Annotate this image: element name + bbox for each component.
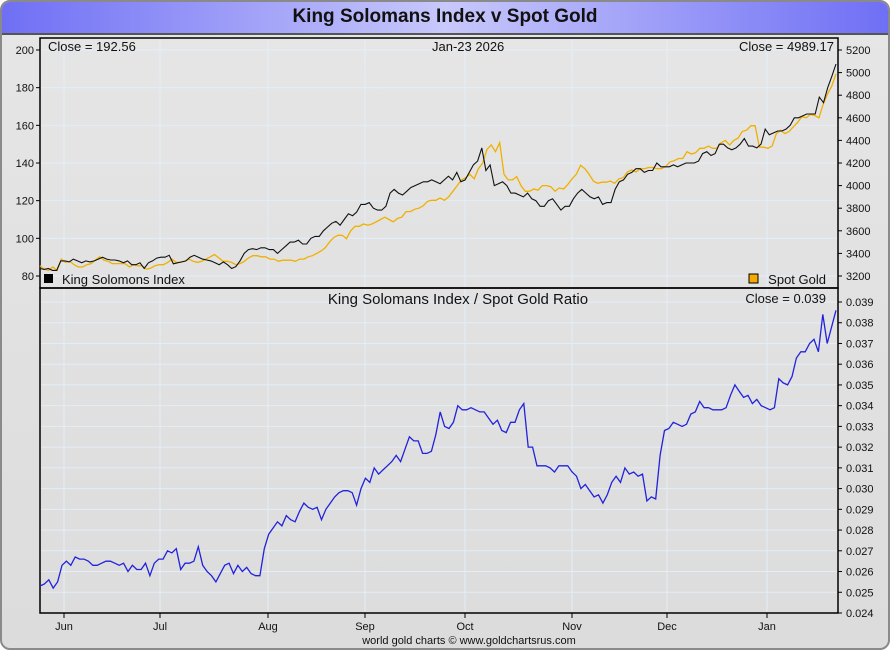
ratio-y-tick-label: 0.024 bbox=[846, 608, 874, 620]
left-y-tick-label: 200 bbox=[16, 45, 34, 57]
index-legend-label: King Solomons Index bbox=[62, 272, 185, 287]
ratio-y-tick-label: 0.036 bbox=[846, 359, 874, 371]
gold-legend-swatch bbox=[748, 273, 759, 284]
ratio-y-tick-label: 0.033 bbox=[846, 421, 874, 433]
ratio-line bbox=[39, 310, 837, 590]
right-y-tick-label: 3600 bbox=[846, 226, 870, 238]
x-tick-label: Sep bbox=[355, 621, 375, 633]
right-y-tick-label: 4600 bbox=[846, 113, 870, 125]
ratio-y-tick-label: 0.035 bbox=[846, 380, 874, 392]
gridlines bbox=[41, 39, 838, 614]
right-y-tick-label: 3400 bbox=[846, 248, 870, 260]
gold-legend-label: Spot Gold bbox=[768, 272, 826, 287]
left-y-tick-label: 180 bbox=[16, 83, 34, 95]
right-y-tick-label: 5000 bbox=[846, 68, 870, 80]
ratio-y-tick-label: 0.028 bbox=[846, 525, 874, 537]
x-tick-label: Jan bbox=[758, 621, 776, 633]
bottom-panel-frame bbox=[39, 287, 839, 614]
left-y-tick-label: 140 bbox=[16, 158, 34, 170]
left-y-tick-label: 80 bbox=[22, 271, 34, 283]
x-tick-label: Jul bbox=[153, 621, 167, 633]
ratio-y-tick-label: 0.030 bbox=[846, 484, 874, 496]
x-tick-label: Nov bbox=[562, 621, 582, 633]
x-tick-label: Aug bbox=[258, 621, 278, 633]
ratio-y-tick-label: 0.029 bbox=[846, 504, 874, 516]
right-y-tick-label: 3800 bbox=[846, 203, 870, 215]
gold-close-label: Close = 4989.17 bbox=[739, 39, 834, 54]
x-tick-label: Dec bbox=[657, 621, 677, 633]
right-y-tick-label: 5200 bbox=[846, 45, 870, 57]
right-y-tick-label: 4400 bbox=[846, 135, 870, 147]
footer-credit: world gold charts © www.goldchartsrus.co… bbox=[361, 635, 576, 647]
ratio-y-tick-label: 0.027 bbox=[846, 546, 874, 558]
title-bar: King Solomans Index v Spot Gold bbox=[2, 2, 888, 35]
right-y-tick-label: 3200 bbox=[846, 271, 870, 283]
chart-title: King Solomans Index v Spot Gold bbox=[292, 6, 598, 27]
index-close-label: Close = 192.56 bbox=[48, 39, 136, 54]
ratio-close-label: Close = 0.039 bbox=[745, 291, 826, 306]
ratio-y-tick-label: 0.038 bbox=[846, 318, 874, 330]
ratio-y-tick-label: 0.034 bbox=[846, 401, 874, 413]
left-y-tick-label: 120 bbox=[16, 196, 34, 208]
x-tick-label: Oct bbox=[456, 621, 473, 633]
ratio-y-tick-label: 0.037 bbox=[846, 338, 874, 350]
ratio-panel-title: King Solomans Index / Spot Gold Ratio bbox=[328, 291, 588, 308]
index-legend-swatch bbox=[44, 274, 53, 283]
spot-gold-line bbox=[39, 73, 837, 272]
ratio-y-tick-label: 0.032 bbox=[846, 442, 874, 454]
left-y-tick-label: 160 bbox=[16, 120, 34, 132]
x-tick-label: Jun bbox=[55, 621, 73, 633]
right-y-tick-label: 4800 bbox=[846, 90, 870, 102]
ratio-y-tick-label: 0.031 bbox=[846, 463, 874, 475]
left-y-tick-label: 100 bbox=[16, 233, 34, 245]
ratio-y-tick-label: 0.039 bbox=[846, 297, 874, 309]
ratio-y-tick-label: 0.025 bbox=[846, 587, 874, 599]
right-y-tick-label: 4200 bbox=[846, 158, 870, 170]
right-y-tick-label: 4000 bbox=[846, 181, 870, 193]
king-solomons-index-line bbox=[39, 63, 837, 271]
chart-date: Jan-23 2026 bbox=[432, 39, 504, 54]
ratio-y-tick-label: 0.026 bbox=[846, 567, 874, 579]
